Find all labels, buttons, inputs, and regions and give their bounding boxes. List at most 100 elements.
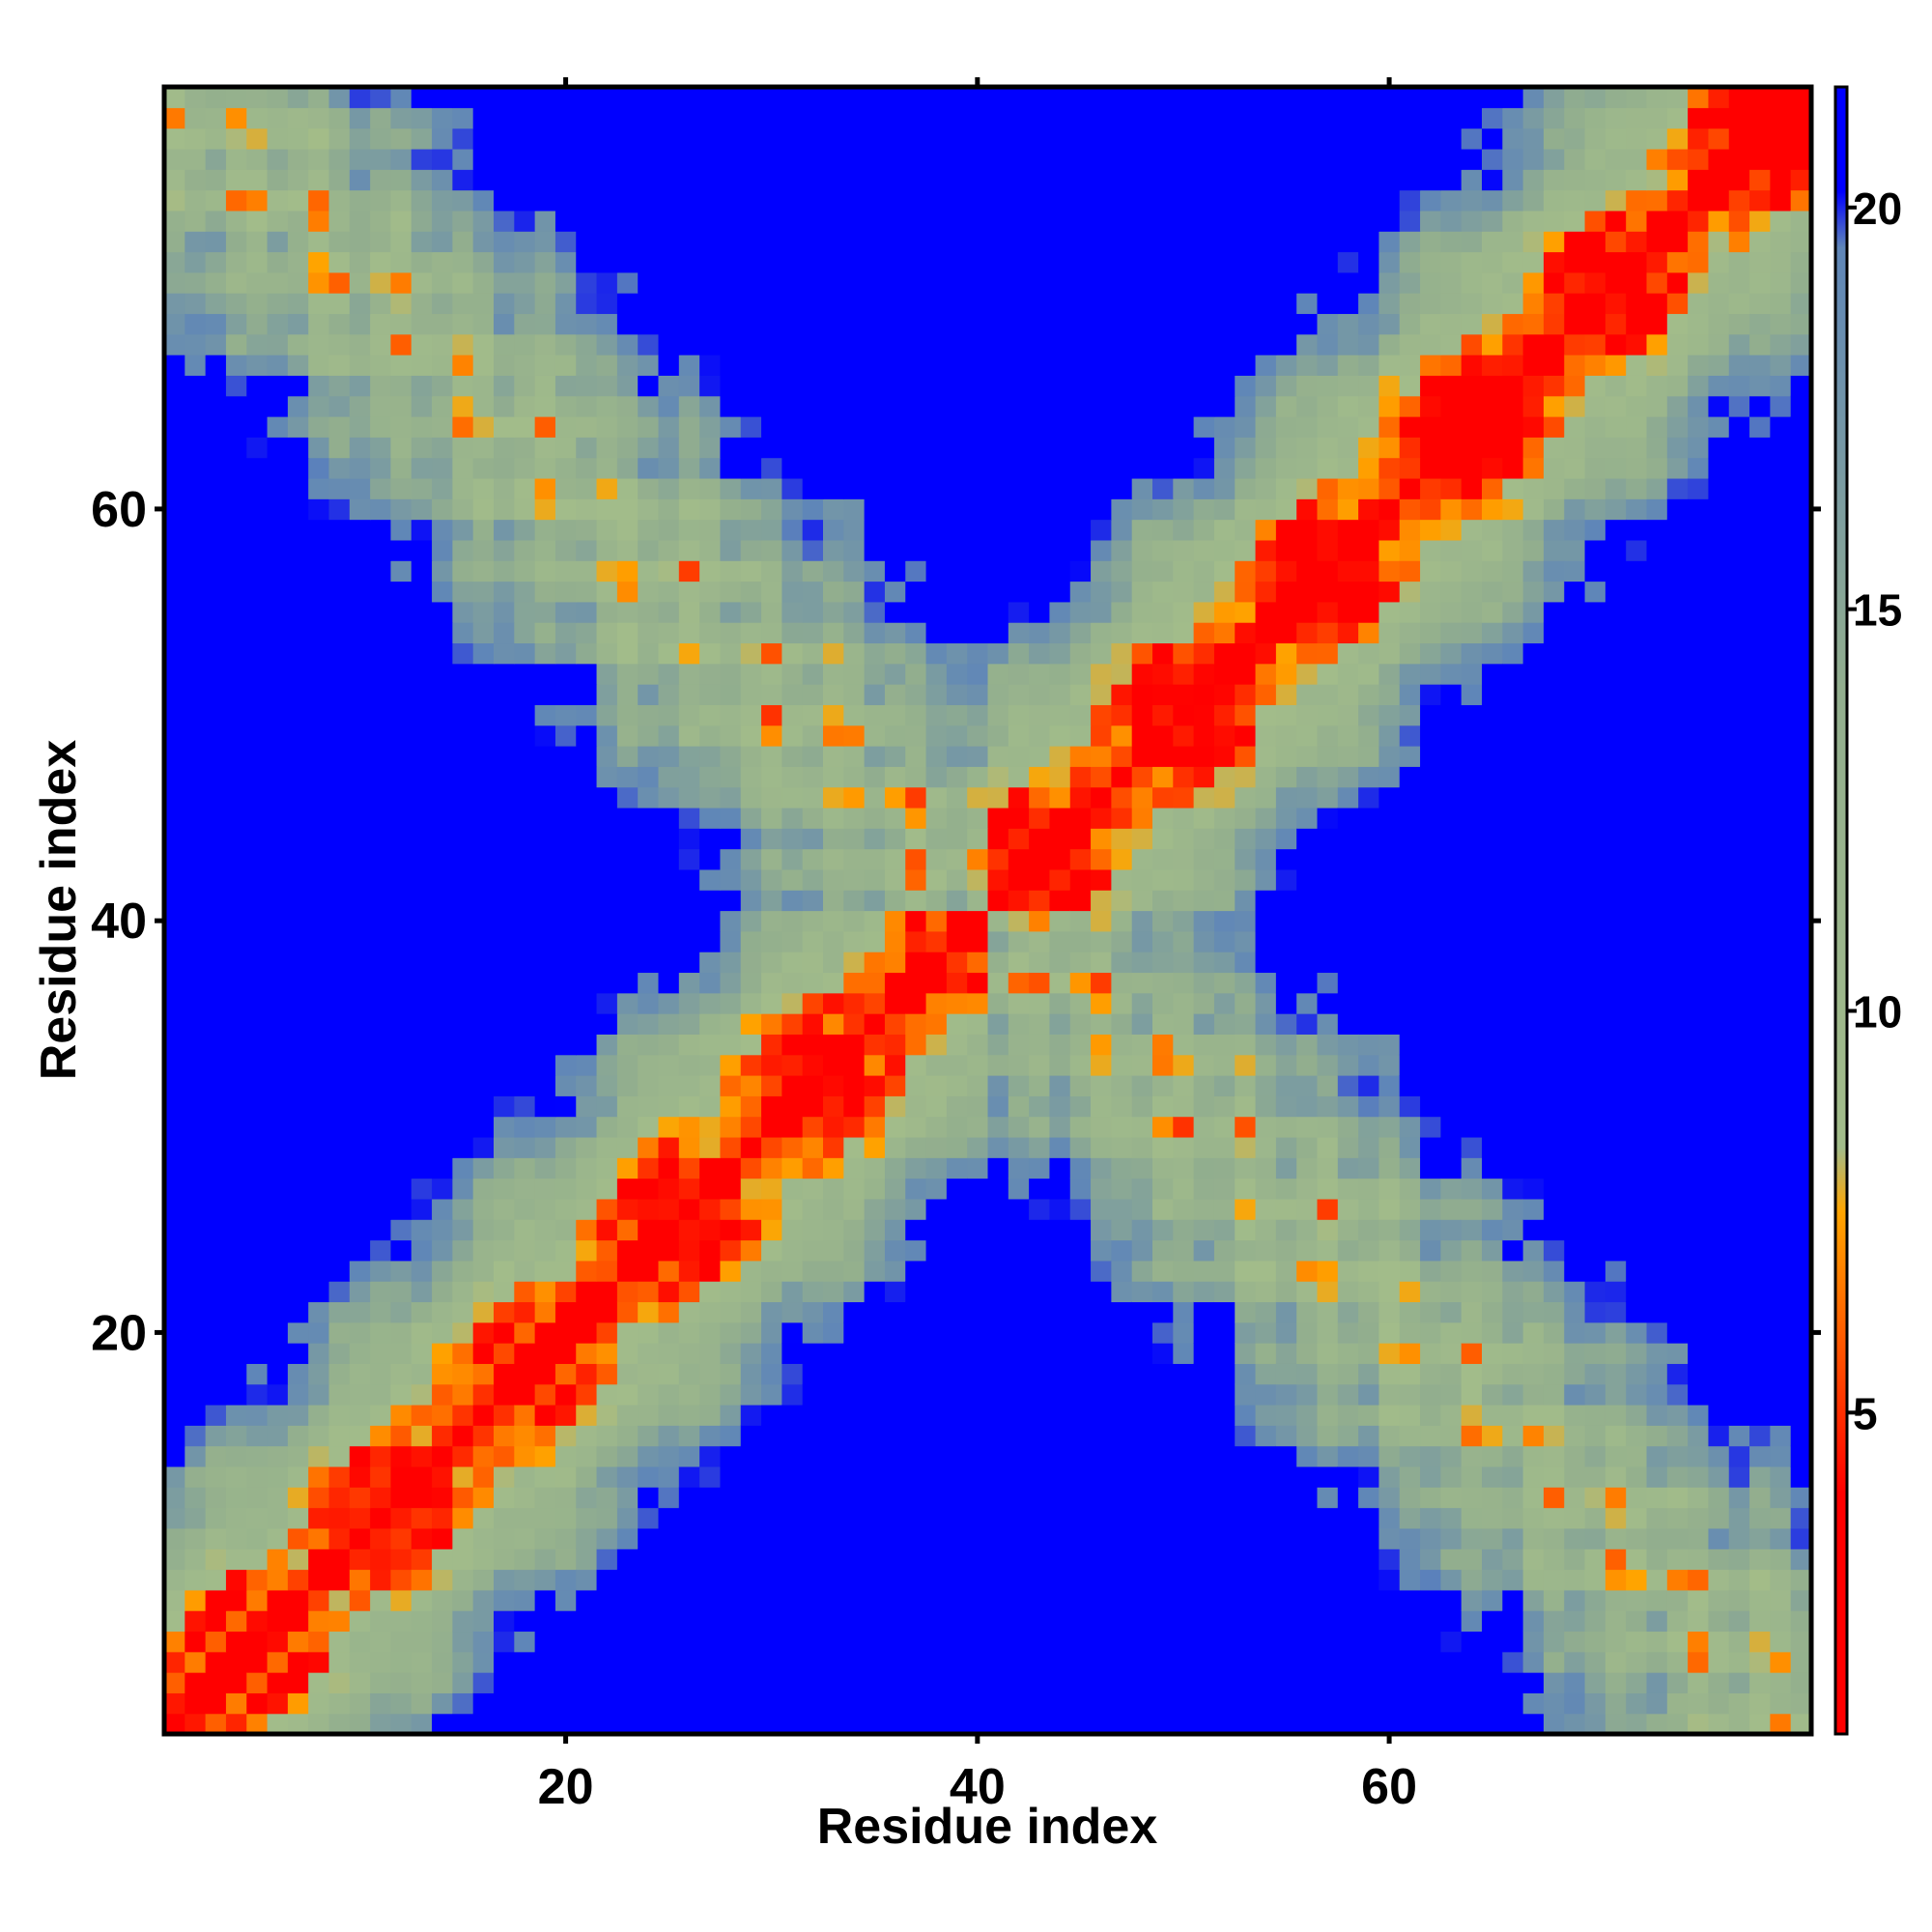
- heatmap-cell: [658, 416, 680, 438]
- heatmap-cell: [225, 1075, 247, 1096]
- heatmap-cell: [1049, 684, 1071, 705]
- heatmap-cell: [781, 1651, 804, 1673]
- heatmap-cell: [946, 1281, 968, 1303]
- heatmap-cell: [1235, 1219, 1257, 1241]
- heatmap-cell: [164, 1465, 185, 1488]
- heatmap-cell: [1029, 313, 1051, 335]
- heatmap-cell: [370, 1178, 392, 1200]
- heatmap-cell: [452, 1178, 474, 1200]
- heatmap-cell: [349, 1672, 371, 1693]
- heatmap-cell: [925, 1631, 948, 1653]
- heatmap-cell: [884, 746, 906, 767]
- heatmap-cell: [616, 1487, 639, 1509]
- heatmap-cell: [1317, 786, 1339, 809]
- heatmap-cell: [1378, 1075, 1401, 1096]
- heatmap-cell: [967, 807, 989, 829]
- heatmap-cell: [1358, 1445, 1380, 1467]
- heatmap-cell: [1193, 355, 1215, 376]
- heatmap-cell: [1008, 1116, 1030, 1138]
- heatmap-cell: [946, 1548, 968, 1571]
- heatmap-cell: [678, 271, 700, 294]
- heatmap-cell: [761, 457, 782, 479]
- heatmap-cell: [1482, 1095, 1503, 1118]
- heatmap-cell: [967, 724, 989, 747]
- heatmap-cell: [287, 848, 309, 870]
- heatmap-cell: [1337, 1713, 1359, 1735]
- heatmap-cell: [740, 1116, 762, 1138]
- heatmap-cell: [1440, 972, 1463, 994]
- heatmap-cell: [494, 1548, 515, 1571]
- heatmap-cell: [472, 1692, 495, 1715]
- heatmap-cell: [823, 355, 844, 376]
- heatmap-cell: [1029, 477, 1051, 499]
- heatmap-cell: [987, 746, 1009, 767]
- heatmap-cell: [1173, 1507, 1195, 1529]
- heatmap-cell: [1008, 746, 1030, 767]
- heatmap-cell: [740, 1692, 762, 1715]
- heatmap-cell: [720, 1075, 742, 1096]
- heatmap-cell: [1420, 1034, 1441, 1056]
- heatmap-cell: [761, 704, 782, 726]
- heatmap-cell: [616, 622, 639, 644]
- heatmap-cell: [1131, 1343, 1153, 1364]
- heatmap-cell: [884, 1672, 906, 1693]
- heatmap-cell: [246, 539, 269, 561]
- heatmap-cell: [1275, 355, 1297, 376]
- heatmap-cell: [987, 828, 1009, 850]
- heatmap-cell: [987, 1260, 1009, 1282]
- heatmap-cell: [1564, 848, 1586, 870]
- heatmap-cell: [1275, 1383, 1297, 1406]
- heatmap-cell: [349, 293, 371, 315]
- heatmap-cell: [864, 1013, 886, 1035]
- heatmap-cell: [1235, 1672, 1257, 1693]
- heatmap-cell: [1420, 684, 1441, 705]
- heatmap-cell: [1461, 1054, 1483, 1076]
- heatmap-cell: [1605, 1239, 1627, 1262]
- heatmap-cell: [823, 972, 844, 994]
- heatmap-cell: [616, 355, 639, 376]
- heatmap-cell: [761, 868, 782, 891]
- heatmap-cell: [1213, 622, 1236, 644]
- heatmap-cell: [164, 1569, 185, 1591]
- heatmap-cell: [678, 313, 700, 335]
- heatmap-cell: [1091, 1527, 1112, 1549]
- heatmap-cell: [720, 1672, 742, 1693]
- heatmap-cell: [1029, 868, 1051, 891]
- heatmap-cell: [1461, 890, 1483, 912]
- heatmap-cell: [823, 1569, 844, 1591]
- heatmap-cell: [1584, 1116, 1606, 1138]
- heatmap-cell: [823, 1239, 844, 1262]
- heatmap-cell: [390, 1321, 412, 1344]
- heatmap-cell: [308, 807, 330, 829]
- heatmap-cell: [1378, 1713, 1401, 1735]
- heatmap-cell: [328, 1281, 351, 1303]
- heatmap-cell: [1584, 1363, 1606, 1385]
- heatmap-cell: [946, 1198, 968, 1220]
- heatmap-cell: [1152, 766, 1174, 788]
- heatmap-cell: [1502, 1301, 1524, 1323]
- heatmap-cell: [185, 313, 207, 335]
- heatmap-cell: [925, 890, 948, 912]
- heatmap-cell: [823, 1198, 844, 1220]
- heatmap-cell: [1049, 766, 1071, 788]
- heatmap-cell: [864, 1075, 886, 1096]
- heatmap-cell: [390, 333, 412, 355]
- heatmap-cell: [514, 271, 536, 294]
- heatmap-cell: [1296, 1383, 1319, 1406]
- heatmap-cell: [534, 1713, 556, 1735]
- heatmap-cell: [1502, 952, 1524, 974]
- heatmap-cell: [1522, 1507, 1545, 1529]
- heatmap-cell: [1482, 416, 1503, 438]
- heatmap-cell: [1317, 1301, 1339, 1323]
- heatmap-cell: [967, 828, 989, 850]
- heatmap-cell: [802, 992, 824, 1014]
- heatmap-cell: [246, 1095, 269, 1118]
- heatmap-cell: [1378, 828, 1401, 850]
- heatmap-cell: [267, 1054, 289, 1076]
- heatmap-cell: [1111, 746, 1133, 767]
- heatmap-cell: [411, 1013, 433, 1035]
- heatmap-cell: [1378, 437, 1401, 459]
- heatmap-cell: [699, 1425, 722, 1447]
- heatmap-cell: [761, 786, 782, 809]
- heatmap-cell: [349, 704, 371, 726]
